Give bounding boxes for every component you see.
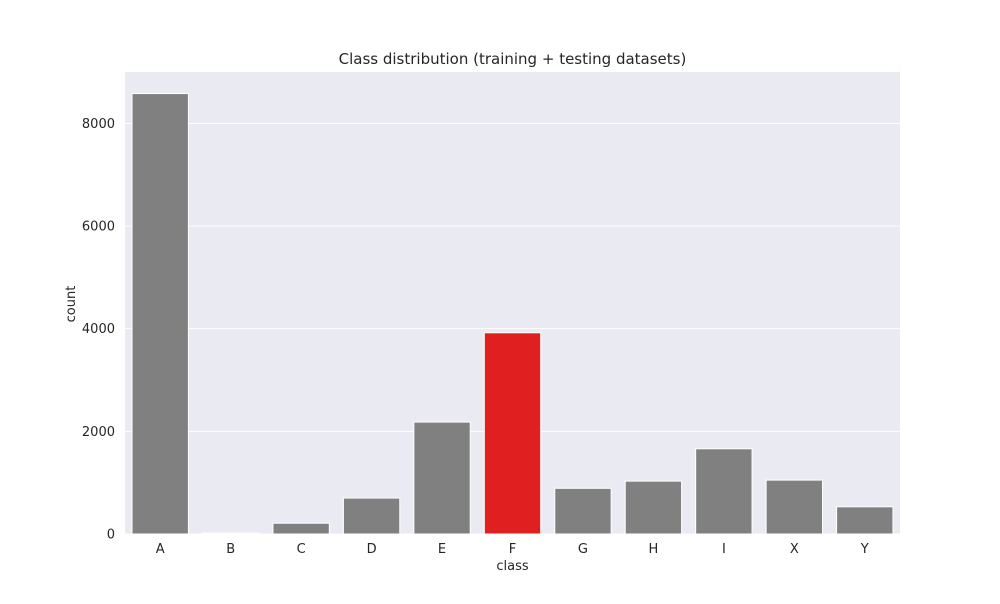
x-axis-label: class <box>496 559 528 574</box>
y-tick-label: 2000 <box>82 425 115 440</box>
y-axis-label: count <box>64 286 79 323</box>
x-tick-label: A <box>156 542 165 557</box>
bar-d <box>342 497 401 535</box>
x-tick-label: D <box>367 542 377 557</box>
bar-y <box>836 506 894 535</box>
bar-x <box>765 479 823 535</box>
bar-b <box>202 532 260 535</box>
bar-a <box>131 93 189 535</box>
bar-g <box>554 487 612 535</box>
bar-h <box>624 480 683 535</box>
bar-i <box>695 448 753 535</box>
x-tick-label: H <box>649 542 659 557</box>
x-tick-label: X <box>790 542 799 557</box>
x-tick-label: C <box>297 542 306 557</box>
y-tick-label: 0 <box>107 528 115 543</box>
bar-f <box>483 332 542 535</box>
x-tick-label: G <box>578 542 588 557</box>
y-tick-label: 4000 <box>82 322 115 337</box>
y-tick-label: 6000 <box>82 220 115 235</box>
x-tick-label: E <box>438 542 446 557</box>
chart-title: Class distribution (training + testing d… <box>339 50 687 68</box>
bar-e <box>413 421 471 535</box>
x-tick-label: F <box>509 542 516 557</box>
y-tick-labels: 0 2000 4000 6000 8000 <box>82 117 115 543</box>
x-tick-label: B <box>226 542 235 557</box>
bars <box>131 93 894 535</box>
x-tick-label: Y <box>860 542 869 557</box>
y-tick-label: 8000 <box>82 117 115 132</box>
bar-c <box>272 522 330 535</box>
x-tick-label: I <box>722 542 726 557</box>
